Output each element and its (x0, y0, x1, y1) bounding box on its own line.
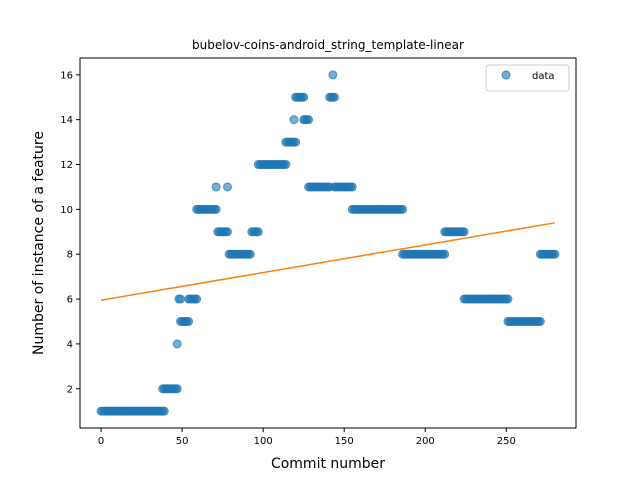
data-point (328, 70, 338, 80)
x-tick-label: 50 (176, 436, 189, 447)
data-point (503, 294, 513, 304)
y-axis-ticks: 2 4 6 8 10 12 14 16 (60, 70, 80, 395)
data-point (223, 182, 233, 192)
y-tick-label: 10 (60, 205, 73, 216)
data-point (299, 92, 309, 102)
data-point (172, 339, 182, 349)
y-tick-label: 14 (60, 115, 73, 126)
data-point (398, 204, 408, 214)
data-point (184, 316, 194, 326)
data-point (281, 160, 291, 170)
data-point (192, 294, 202, 304)
data-point (159, 406, 169, 416)
x-tick-label: 200 (416, 436, 435, 447)
chart-title: bubelov-coins-android_string_template-li… (192, 38, 464, 52)
data-point (223, 227, 233, 237)
legend-marker-data (501, 70, 511, 80)
points-layer (96, 70, 560, 416)
y-tick-label: 2 (67, 384, 73, 395)
data-point (459, 227, 469, 237)
fit-line (100, 222, 556, 301)
x-axis-ticks: 0 50 100 150 200 250 (98, 428, 516, 447)
fit-layer (100, 222, 556, 301)
data-point (329, 92, 339, 102)
data-point (175, 294, 185, 304)
x-tick-label: 250 (497, 436, 516, 447)
data-point (304, 115, 314, 125)
data-point (253, 227, 263, 237)
x-axis-label: Commit number (271, 456, 385, 472)
legend: data (485, 64, 570, 92)
data-point (245, 249, 255, 259)
x-tick-label: 100 (254, 436, 273, 447)
y-tick-label: 16 (60, 70, 73, 81)
y-axis-label: Number of instance of a feature (31, 131, 47, 355)
x-tick-label: 0 (98, 436, 104, 447)
y-tick-label: 6 (67, 295, 73, 306)
legend-box (485, 64, 570, 92)
data-point (211, 204, 221, 214)
data-point (535, 316, 545, 326)
plot-frame (79, 57, 577, 429)
y-tick-label: 4 (67, 339, 73, 350)
y-tick-label: 8 (67, 250, 73, 261)
data-point (291, 137, 301, 147)
data-point (347, 182, 357, 192)
data-point (440, 249, 450, 259)
legend-label-data: data (532, 71, 555, 82)
data-point (211, 182, 221, 192)
x-tick-label: 150 (335, 436, 354, 447)
y-tick-label: 12 (60, 160, 73, 171)
data-point (289, 115, 299, 125)
data-point (550, 249, 560, 259)
data-point (172, 384, 182, 394)
plot-background (80, 58, 576, 428)
